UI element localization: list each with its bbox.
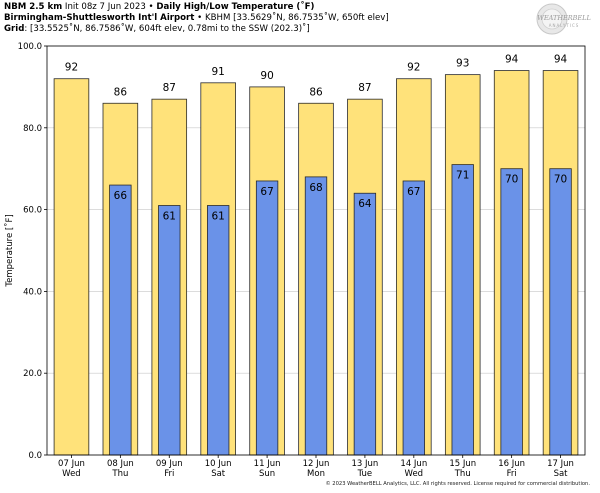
station-name: Birmingham-Shuttlesworth Int'l Airport (4, 13, 195, 23)
x-tick-weekday: Fri (164, 469, 174, 479)
x-tick-weekday: Fri (507, 469, 517, 479)
grid-info: : [33.5525˚N, 86.7586˚W, 604ft elev, 0.7… (24, 24, 310, 34)
high-temp-label: 92 (65, 62, 78, 74)
low-temp-bar (402, 180, 425, 456)
x-tick-date: 09 Jun (156, 459, 183, 469)
low-temp-bar (207, 205, 230, 456)
x-tick-weekday: Wed (62, 469, 81, 479)
low-temp-label: 67 (260, 186, 273, 198)
high-temp-label: 87 (358, 82, 371, 94)
y-tick-label: 80.0 (23, 124, 42, 134)
y-tick-label: 40.0 (23, 287, 42, 297)
init-time: Init 08z 7 Jun 2023 (64, 2, 146, 12)
x-tick-weekday: Tue (357, 469, 373, 479)
copyright-footer: © 2023 WeatherBELL Analytics, LLC. All r… (325, 481, 590, 487)
high-temp-bar (53, 78, 90, 456)
low-temp-label: 70 (554, 174, 567, 186)
x-tick-weekday: Sat (211, 469, 226, 479)
low-temp-label: 64 (358, 198, 372, 210)
svg-text:ANALYTICS: ANALYTICS (549, 23, 580, 28)
low-temp-bar (109, 184, 132, 456)
station-info: KBHM [33.5629˚N, 86.7535˚W, 650ft elev] (204, 13, 389, 23)
high-temp-label: 91 (211, 66, 224, 78)
low-temp-bar (451, 164, 474, 456)
weatherbell-logo: WEATHERBELL ANALYTICS (536, 3, 591, 35)
separator: • (148, 2, 154, 12)
x-tick-date: 16 Jun (498, 459, 525, 469)
high-temp-label: 87 (163, 82, 176, 94)
low-temp-label: 61 (211, 211, 224, 223)
low-temp-bar (500, 168, 523, 456)
high-temp-label: 92 (407, 62, 420, 74)
high-temp-label: 86 (309, 86, 323, 98)
product-title: Daily High/Low Temperature (˚F) (156, 2, 315, 12)
low-temp-label: 71 (456, 170, 469, 182)
high-temp-label: 93 (456, 58, 469, 70)
high-temp-label: 90 (260, 70, 273, 82)
low-temp-bar (304, 176, 328, 456)
low-temp-label: 61 (163, 211, 176, 223)
model-name: NBM 2.5 km (4, 2, 63, 12)
x-tick-date: 07 Jun (58, 459, 85, 469)
x-tick-date: 14 Jun (400, 459, 427, 469)
x-tick-date: 15 Jun (449, 459, 476, 469)
value-labels: 92 86 66 87 61 91 61 90 67 86 68 87 64 92 67 93 71 94 70 94… (65, 54, 568, 223)
x-tick-weekday: Sat (554, 469, 569, 479)
high-temp-label: 86 (114, 86, 128, 98)
bars (53, 70, 579, 456)
y-tick-label: 0.0 (28, 451, 42, 461)
x-tick-date: 13 Jun (352, 459, 379, 469)
x-tick-weekday: Sun (259, 469, 275, 479)
low-temp-bar (255, 180, 279, 456)
high-temp-label: 94 (554, 54, 568, 66)
header-station-line: Birmingham-Shuttlesworth Int'l Airport •… (4, 13, 389, 24)
x-tick-date: 10 Jun (205, 459, 232, 469)
x-tick-weekday: Thu (111, 469, 128, 479)
low-temp-label: 68 (309, 182, 322, 194)
y-tick-label: 100.0 (18, 42, 42, 52)
svg-text:WEATHERBELL: WEATHERBELL (537, 14, 591, 22)
high-temp-label: 94 (505, 54, 519, 66)
low-temp-bar (549, 168, 572, 456)
low-temp-label: 70 (505, 174, 518, 186)
y-tick-label: 60.0 (23, 206, 42, 216)
low-temp-bar (158, 205, 181, 456)
x-tick-weekday: Thu (454, 469, 471, 479)
x-tick-date: 17 Jun (547, 459, 574, 469)
x-tick-date: 11 Jun (254, 459, 281, 469)
header-grid-line: Grid: [33.5525˚N, 86.7586˚W, 604ft elev,… (4, 24, 310, 35)
x-tick-date: 12 Jun (303, 459, 330, 469)
x-tick-weekday: Mon (307, 469, 325, 479)
grid-label: Grid (4, 24, 25, 34)
low-temp-label: 66 (114, 190, 128, 202)
header-title-line: NBM 2.5 km Init 08z 7 Jun 2023 • Daily H… (4, 2, 314, 13)
y-axis-label: Temperature [˚F] (4, 214, 15, 287)
x-tick-date: 08 Jun (107, 459, 134, 469)
low-temp-bar (353, 192, 377, 456)
y-tick-label: 20.0 (23, 369, 42, 379)
low-temp-label: 67 (407, 186, 420, 198)
separator: • (197, 13, 203, 23)
x-tick-weekday: Wed (405, 469, 424, 479)
